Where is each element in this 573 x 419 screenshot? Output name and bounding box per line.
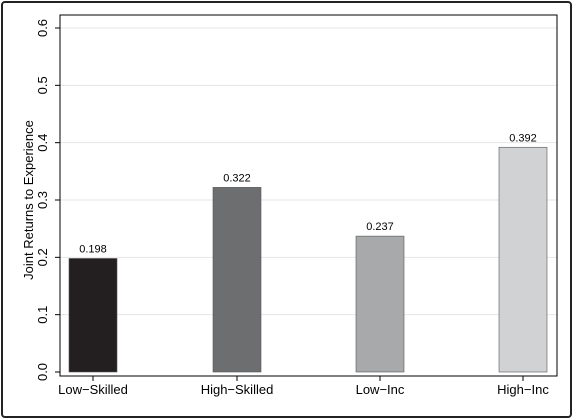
bar bbox=[498, 146, 548, 373]
bar-value-label: 0.198 bbox=[79, 243, 107, 255]
x-tick-label: Low−Skilled bbox=[58, 382, 128, 397]
y-tick-label: 0.0 bbox=[35, 363, 50, 381]
y-tick-label: 0.3 bbox=[35, 191, 50, 209]
bar-value-labels: 0.198 0.322 0.237 0.392 bbox=[79, 132, 537, 255]
bar-value-label: 0.392 bbox=[509, 132, 537, 144]
bars bbox=[68, 146, 548, 373]
bar-value-label: 0.237 bbox=[366, 221, 394, 233]
gridlines bbox=[60, 27, 557, 316]
plot-area bbox=[60, 15, 557, 376]
y-axis-ticks: 0.0 0.1 0.2 0.3 0.4 0.5 0.6 bbox=[35, 19, 60, 381]
y-tick-label: 0.6 bbox=[35, 19, 50, 37]
x-tick-label: Low−Inc bbox=[356, 382, 405, 397]
y-tick-label: 0.1 bbox=[35, 306, 50, 324]
plot-border bbox=[59, 14, 558, 377]
bar-value-label: 0.322 bbox=[223, 172, 251, 184]
y-axis-title: Joint Returns to Experience bbox=[21, 120, 36, 280]
x-axis-ticks: Low−Skilled High−Skilled Low−Inc High−Inc bbox=[58, 376, 549, 397]
bar bbox=[355, 235, 405, 373]
x-tick-label: High−Skilled bbox=[201, 382, 274, 397]
y-tick-label: 0.5 bbox=[35, 76, 50, 94]
y-tick-label: 0.2 bbox=[35, 248, 50, 266]
bar bbox=[68, 258, 118, 373]
y-tick-label: 0.4 bbox=[35, 134, 50, 152]
bar bbox=[212, 187, 262, 373]
x-tick-label: High−Inc bbox=[497, 382, 549, 397]
